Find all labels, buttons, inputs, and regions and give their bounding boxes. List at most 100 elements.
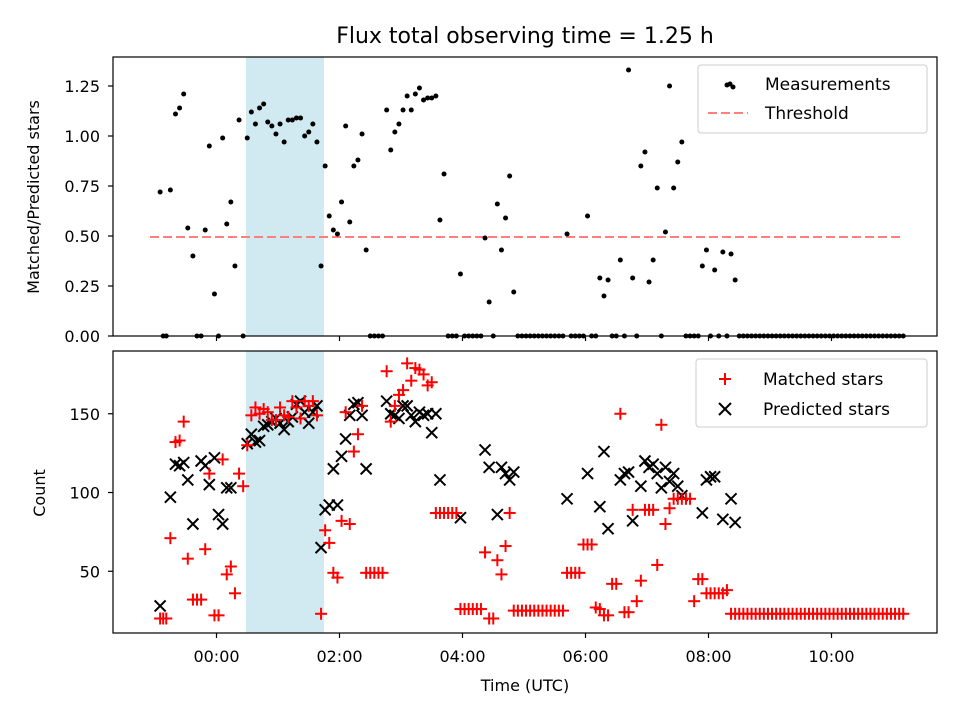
predicted-star-point xyxy=(153,599,167,613)
predicted-star-point xyxy=(667,467,680,480)
matched-star-point xyxy=(626,503,639,516)
predicted-star-point xyxy=(216,517,229,531)
legend-threshold-label: Threshold xyxy=(764,104,849,124)
predicted-star-point xyxy=(277,423,291,436)
predicted-star-point xyxy=(417,409,430,422)
predicted-star-point xyxy=(405,409,418,422)
measurement-point xyxy=(359,131,365,137)
ratio-axes-frame xyxy=(112,56,938,337)
measurement-point xyxy=(314,139,320,145)
predicted-star-point xyxy=(622,465,635,479)
matched-star-point xyxy=(286,395,299,408)
predicted-star-point xyxy=(597,445,611,458)
matched-star-point xyxy=(450,506,463,519)
chart-title: Flux total observing time = 1.25 h xyxy=(336,24,714,49)
measurement-point xyxy=(384,107,390,113)
count-legend: Matched stars Predicted stars xyxy=(695,358,928,428)
count-x-tick-label: 10:00 xyxy=(808,647,854,666)
measurement-point xyxy=(318,263,324,269)
matched-star-point xyxy=(331,571,344,584)
measurement-point xyxy=(511,289,517,295)
measurement-point xyxy=(257,105,263,111)
measurement-point xyxy=(310,121,316,127)
matched-star-point xyxy=(173,434,186,447)
measurement-point xyxy=(248,109,254,115)
predicted-star-point xyxy=(355,409,369,422)
predicted-star-point xyxy=(400,399,414,413)
predicted-star-point xyxy=(339,432,352,446)
matched-star-point xyxy=(425,376,438,389)
predicted-star-point xyxy=(380,394,393,408)
measurement-point xyxy=(433,93,439,99)
predicted-star-point xyxy=(478,443,492,457)
matched-star-point xyxy=(610,577,623,590)
matched-star-point xyxy=(405,374,418,387)
legend-predicted-marker xyxy=(718,402,732,416)
predicted-star-point xyxy=(728,516,742,529)
matched-star-point xyxy=(479,546,492,559)
matched-star-point xyxy=(491,554,504,567)
predicted-star-point xyxy=(164,491,177,504)
measurement-point xyxy=(347,219,353,225)
measurement-point xyxy=(486,299,492,305)
ratio-y-tick-label: 0.50 xyxy=(64,227,100,246)
measurement-point xyxy=(416,85,422,91)
predicted-star-point xyxy=(208,451,221,465)
measurement-point xyxy=(190,253,196,259)
count-y-tick-label: 50 xyxy=(80,562,100,581)
predicted-star-point xyxy=(560,492,574,506)
matched-star-point xyxy=(347,445,360,458)
predicted-star-point xyxy=(503,473,516,487)
measurement-point xyxy=(244,135,250,141)
ratio-x-ticks xyxy=(215,336,833,341)
measurement-point xyxy=(498,247,504,253)
ratio-y-axis: 0.00 0.25 0.50 0.75 1.00 1.25 xyxy=(64,77,113,346)
ratio-y-tick-label: 0.25 xyxy=(64,277,100,296)
measurement-point xyxy=(720,249,726,255)
count-x-axis: 00:00 02:00 04:00 06:00 08:00 10:00 xyxy=(193,633,855,666)
measurement-point xyxy=(728,251,734,257)
measurement-point xyxy=(605,277,611,283)
matched-star-point xyxy=(401,357,414,370)
matched-star-point xyxy=(335,514,348,527)
legend-matched-label: Matched stars xyxy=(763,370,883,390)
matched-star-point xyxy=(269,414,282,427)
matched-star-point xyxy=(274,401,287,414)
measurement-point xyxy=(173,111,178,117)
predicted-star-point xyxy=(626,514,639,528)
matched-star-point xyxy=(602,609,615,622)
predicted-star-point xyxy=(581,467,594,480)
ratio-y-axis-label: Matched/Predicted stars xyxy=(24,100,43,294)
matched-star-point xyxy=(181,552,194,565)
matched-star-point xyxy=(720,584,733,597)
measurement-point xyxy=(232,263,238,269)
ratio-legend-box xyxy=(697,64,928,134)
legend-measurements-label: Measurements xyxy=(765,75,891,95)
matched-star-point xyxy=(339,406,352,419)
count-y-axis: 50 100 150 xyxy=(69,405,113,581)
matched-star-point xyxy=(310,409,323,422)
predicted-star-point xyxy=(708,470,721,483)
count-y-axis-label: Count xyxy=(30,469,49,517)
predicted-star-point xyxy=(646,457,660,471)
measurement-point xyxy=(638,163,644,169)
predicted-star-point xyxy=(724,492,738,506)
matched-star-point xyxy=(160,612,173,625)
count-x-tick-label: 00:00 xyxy=(193,647,239,666)
predicted-star-point xyxy=(663,475,676,488)
measurement-point xyxy=(206,143,212,149)
predicted-star-point xyxy=(177,456,190,469)
matched-star-point xyxy=(315,607,328,620)
measurement-point xyxy=(293,115,299,121)
matched-star-point xyxy=(319,524,332,537)
matched-star-point xyxy=(351,428,364,441)
measurement-point xyxy=(302,133,308,139)
matched-star-point xyxy=(634,574,647,587)
matched-star-point xyxy=(651,558,664,571)
predicted-star-point xyxy=(186,517,200,531)
measurement-point xyxy=(699,263,705,269)
ratio-y-tick-label: 1.25 xyxy=(64,77,100,96)
predicted-star-point xyxy=(347,398,361,411)
matched-star-point xyxy=(306,395,319,408)
